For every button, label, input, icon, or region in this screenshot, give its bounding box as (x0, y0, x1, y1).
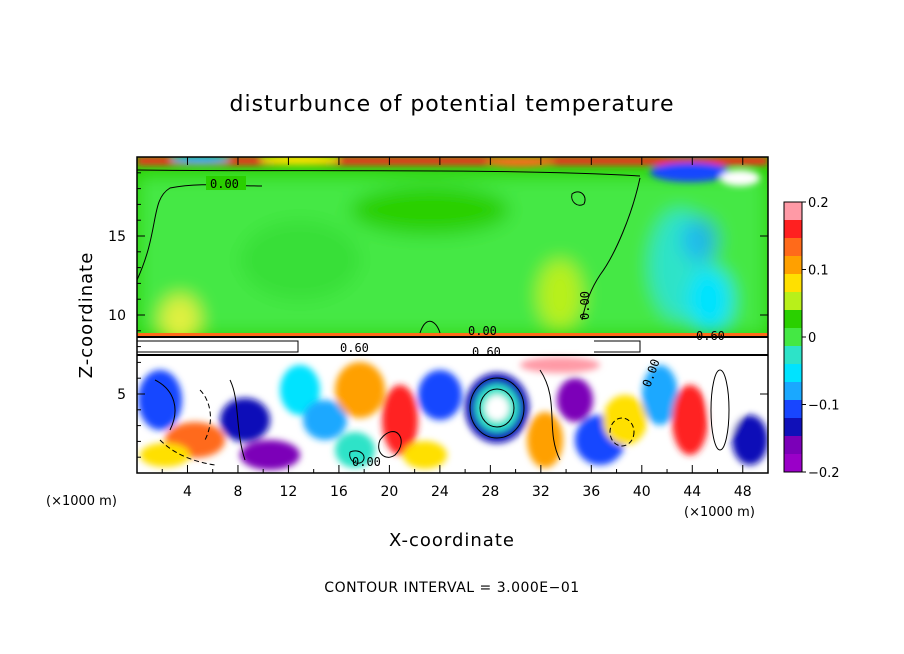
contour-label: 0.00 (352, 455, 381, 469)
contour-eddy-inner (479, 388, 515, 428)
contour-label: 0.60 (340, 341, 369, 355)
contour-interface (137, 336, 768, 356)
x-axis: 4 8 12 16 20 24 28 32 36 40 44 48 (161, 157, 752, 500)
colorbar-swatch (784, 400, 802, 419)
contour-bottom-loop (349, 450, 365, 464)
contour-label: 0.60 (472, 345, 501, 359)
contour-eddy-right (609, 417, 635, 447)
interface-band (137, 333, 768, 337)
contour-label: 0.00 (210, 177, 239, 191)
colorbar-swatch (784, 436, 802, 455)
colorbar-swatch (784, 418, 802, 437)
x-tick-label: 28 (481, 484, 499, 500)
colorbar-tick-label: −0.1 (808, 399, 840, 414)
x-tick-label: 8 (233, 484, 242, 500)
contour-lower-mid (378, 431, 402, 458)
x-tick-label: 44 (683, 484, 701, 500)
colorbar: 0.2 0.1 0 −0.1 −0.2 (783, 196, 840, 481)
colorbar-swatch (784, 292, 802, 311)
contour-zero-upper-right (581, 177, 641, 321)
x-unit-label-left: (×1000 m) (46, 494, 117, 509)
colorbar-swatch (784, 202, 802, 221)
x-tick-label: 20 (380, 484, 398, 500)
contour-lower-mid-right (539, 369, 561, 461)
colorbar-swatch (784, 274, 802, 293)
colorbar-swatch (784, 256, 802, 275)
contour-dashed-bottom (159, 439, 216, 466)
x-axis-label: X-coordinate (389, 530, 515, 551)
contour-lines (137, 169, 768, 466)
colorbar-swatch (784, 238, 802, 257)
contour-eddy-far-right (710, 369, 730, 451)
contour-top (137, 169, 641, 177)
lower-layer-blobs (138, 357, 768, 470)
upper-layer-blobs (137, 175, 768, 345)
x-tick-label: 36 (582, 484, 600, 500)
x-tick-label: 4 (183, 484, 192, 500)
colorbar-swatch (784, 382, 802, 401)
x-unit-label-right: (×1000 m) (684, 505, 755, 520)
y-axis-label: Z-coordinate (76, 252, 97, 379)
colorbar-tick-label: −0.2 (808, 466, 840, 481)
contour-interval-text: CONTOUR INTERVAL = 3.000E−01 (324, 580, 579, 596)
contour-eddy-outer (469, 377, 525, 439)
x-tick-label: 48 (734, 484, 752, 500)
contour-label: 0.00 (578, 291, 592, 320)
contour-lower-left (154, 379, 246, 461)
colorbar-tick-label: 0 (808, 331, 816, 346)
y-axis: 5 10 15 (108, 172, 768, 458)
colorbar-swatch (784, 364, 802, 383)
contour-bump (419, 320, 441, 334)
contour-interface-box-left (137, 340, 299, 353)
contour-dashed-left (199, 389, 211, 441)
y-tick-label: 15 (108, 229, 126, 245)
colorbar-tick-label: 0.2 (808, 196, 829, 211)
top-boundary-blobs (137, 157, 768, 186)
contour-label: 0.00 (468, 324, 497, 338)
x-tick-label: 16 (330, 484, 348, 500)
colorbar-swatch (784, 454, 802, 473)
x-tick-label: 40 (633, 484, 651, 500)
contour-interface-box-right (594, 340, 641, 353)
contour-label-bg (206, 176, 246, 190)
chart-title: disturbunce of potential temperature (230, 92, 675, 117)
colorbar-tick-label: 0.1 (808, 264, 829, 279)
colorbar-swatch (784, 328, 802, 347)
y-tick-label: 10 (108, 308, 126, 324)
colorbar-swatch (784, 346, 802, 365)
y-tick-label: 5 (117, 387, 126, 403)
contour-label: 0.60 (696, 329, 725, 343)
contour-small-loop (571, 191, 586, 206)
x-tick-label: 24 (431, 484, 449, 500)
colorbar-swatch (784, 220, 802, 239)
colorbar-swatch (784, 310, 802, 329)
x-tick-label: 12 (280, 484, 298, 500)
heatmap-field (137, 157, 768, 473)
x-tick-label: 32 (532, 484, 550, 500)
